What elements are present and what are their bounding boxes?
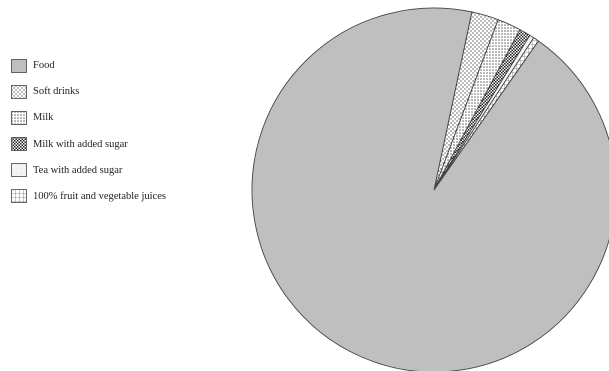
legend-swatch bbox=[11, 163, 27, 178]
legend-label: Food bbox=[33, 60, 55, 71]
legend-item-soft-drinks: Soft drinks bbox=[11, 83, 226, 100]
legend-item-milk: Milk bbox=[11, 109, 226, 126]
legend-label: Milk with added sugar bbox=[33, 138, 128, 150]
legend-swatch bbox=[11, 189, 27, 204]
legend-item-food: Food bbox=[11, 57, 226, 74]
legend-swatch bbox=[11, 137, 27, 151]
legend-swatch bbox=[11, 58, 27, 73]
pie-slice-food bbox=[251, 7, 609, 371]
legend-label: Milk bbox=[33, 112, 54, 124]
legend-label: Soft drinks bbox=[33, 86, 80, 98]
legend-swatch bbox=[11, 84, 27, 99]
pie-slices bbox=[251, 7, 609, 371]
legend-label: 100% fruit and vegetable juices bbox=[33, 190, 166, 202]
legend-swatch bbox=[11, 110, 27, 125]
legend-item-100pct-fruit-and-vegetable-juices: 100% fruit and vegetable juices bbox=[11, 188, 226, 205]
legend-label: Tea with added sugar bbox=[33, 164, 123, 176]
legend: Food Soft drinks Milk Milk with added sugar… bbox=[11, 57, 226, 214]
legend-item-milk-with-added-sugar: Milk with added sugar bbox=[11, 136, 226, 153]
legend-item-tea-with-added-sugar: Tea with added sugar bbox=[11, 162, 226, 179]
